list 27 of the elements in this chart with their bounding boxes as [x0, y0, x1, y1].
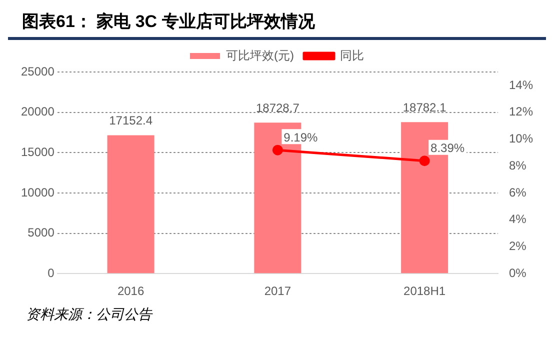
y2-tick-label: 6%	[508, 185, 527, 200]
legend-label: 可比坪效(元)	[226, 48, 294, 62]
y2-tick-label: 8%	[508, 158, 527, 172]
bar	[107, 135, 154, 274]
y-tick-label: 10000	[20, 185, 55, 200]
y2-tick-label: 2%	[508, 239, 527, 254]
data-label: 17152.4	[109, 114, 153, 128]
legend-label: 同比	[340, 48, 364, 62]
y-tick-label: 15000	[20, 144, 55, 159]
data-label: 18782.1	[402, 100, 447, 114]
y2-tick-label: 0%	[508, 266, 527, 280]
data-label: 18728.7	[256, 100, 300, 115]
y2-tick-label: 10%	[508, 132, 534, 146]
y2-tick-label: 4%	[508, 212, 527, 226]
chart-title: 图表61： 家电 3C 专业店可比坪效情况	[8, 8, 546, 40]
data-label: 9.19%	[284, 130, 318, 144]
y-tick-label: 0	[48, 266, 55, 280]
y-tick-label: 20000	[20, 104, 55, 119]
y-tick-label: 5000	[28, 226, 55, 240]
x-tick-label: 2016	[117, 284, 144, 298]
x-tick-label: 2018H1	[404, 284, 446, 298]
y2-tick-label: 12%	[508, 104, 534, 119]
text: 资料来源：公司公告	[25, 306, 154, 324]
y2-tick-label: 14%	[508, 78, 534, 92]
data-label: 8.39%	[430, 141, 465, 156]
x-tick-label: 2017	[264, 284, 292, 298]
y-tick-label: 25000	[20, 64, 55, 78]
